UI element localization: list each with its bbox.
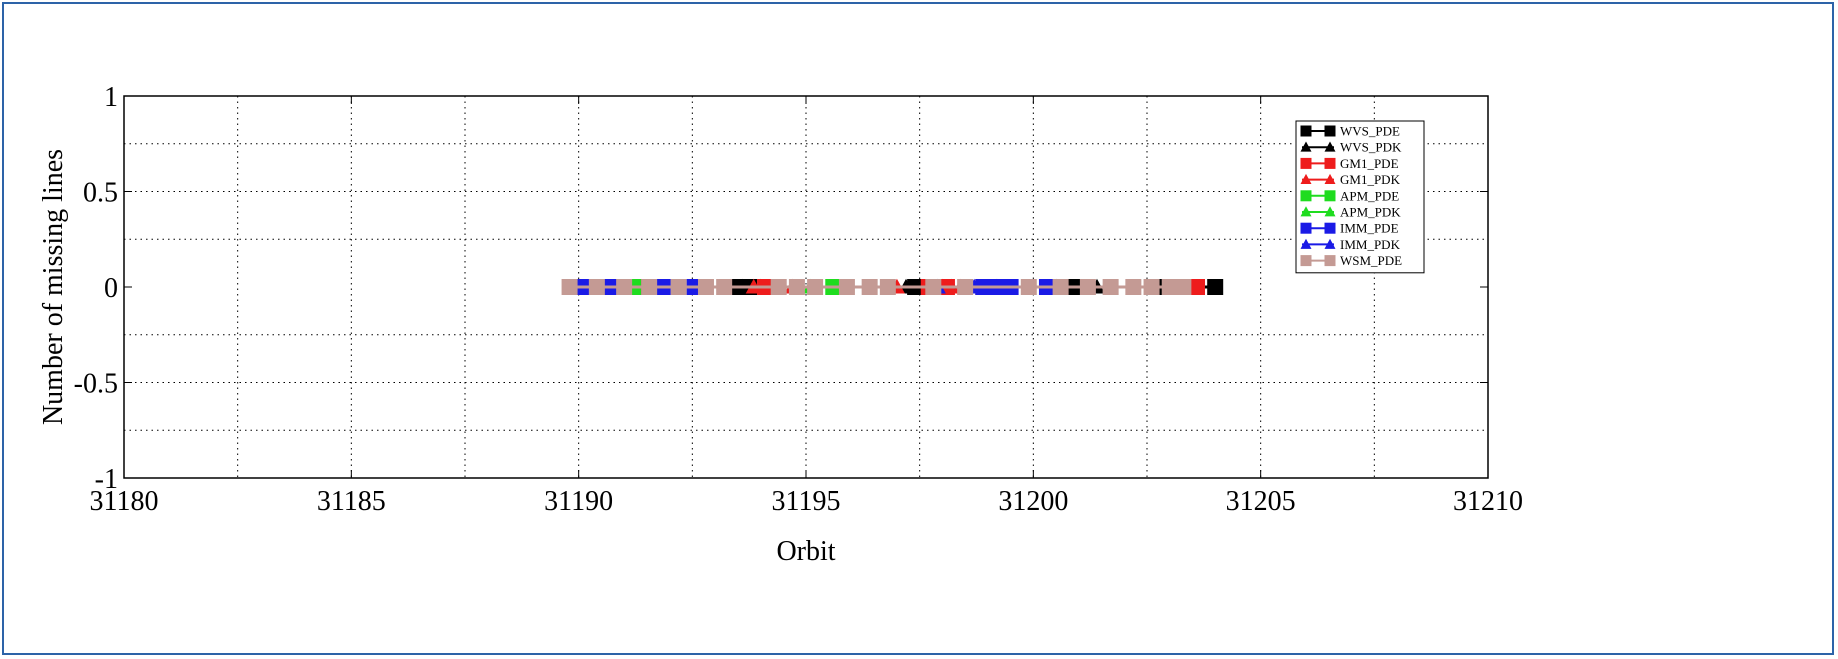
y-tick-label: -0.5: [74, 369, 118, 400]
legend-item: WSM_PDE: [1300, 253, 1402, 268]
legend-marker: [1300, 190, 1312, 202]
x-tick-label: 31210: [1453, 486, 1523, 517]
legend-marker: [1324, 190, 1336, 202]
legend-item: APM_PDK: [1300, 205, 1401, 220]
data-point: [561, 279, 578, 295]
legend-label: APM_PDE: [1340, 188, 1399, 203]
legend-item: WVS_PDK: [1300, 140, 1402, 155]
legend-marker: [1300, 173, 1312, 185]
data-point: [957, 279, 974, 295]
x-tick-label: 31200: [998, 486, 1068, 517]
y-tick-label: 0.5: [83, 178, 118, 209]
data-point: [588, 279, 605, 295]
legend-label: APM_PDK: [1340, 205, 1401, 220]
legend-marker: [1300, 141, 1312, 152]
data-point: [925, 279, 942, 295]
data-point: [1020, 279, 1037, 295]
data-point: [697, 279, 714, 295]
y-tick-label: -1: [95, 464, 118, 495]
legend-label: WVS_PDK: [1340, 140, 1402, 155]
x-tick-label: 31190: [544, 486, 613, 517]
axis-ticks: [123, 95, 1489, 479]
data-point: [807, 279, 824, 295]
grid-lines: [124, 96, 1488, 478]
x-axis-label: Orbit: [776, 536, 835, 567]
data-point: [879, 279, 896, 295]
legend-item: GM1_PDK: [1300, 172, 1401, 187]
data-point: [1189, 279, 1206, 295]
data-point: [1102, 279, 1119, 295]
data-point: [1052, 279, 1069, 295]
x-tick-label: 31195: [772, 486, 841, 517]
data-point: [770, 279, 787, 295]
legend-marker: [1300, 206, 1312, 217]
legend-label: WSM_PDE: [1340, 253, 1402, 268]
data-point: [1161, 279, 1178, 295]
legend-marker: [1300, 222, 1312, 234]
legend-marker: [1324, 238, 1336, 249]
legend-marker: [1324, 255, 1336, 267]
legend-marker: [1324, 173, 1336, 185]
legend-marker: [1324, 141, 1336, 152]
data-point: [616, 279, 633, 295]
legend-marker: [1300, 238, 1312, 249]
data-point: [1207, 279, 1224, 295]
series-wsm-pde: [561, 279, 1192, 295]
legend-marker: [1300, 125, 1312, 137]
legend-label: GM1_PDE: [1340, 156, 1399, 171]
data-point: [788, 279, 805, 295]
data-point: [1079, 279, 1096, 295]
legend-item: IMM_PDK: [1300, 237, 1401, 252]
legend-marker: [1300, 157, 1312, 169]
data-point: [1143, 279, 1160, 295]
data-point: [716, 279, 733, 295]
legend-marker: [1324, 222, 1336, 234]
data-point: [861, 279, 878, 295]
y-tick-labels: 1 0.5 0 -0.5 -1: [74, 82, 118, 495]
data-point: [670, 279, 687, 295]
legend-label: WVS_PDE: [1340, 124, 1400, 139]
legend-label: GM1_PDK: [1340, 172, 1401, 187]
legend-item: IMM_PDE: [1300, 221, 1399, 236]
x-tick-label: 31185: [317, 486, 386, 517]
legend-marker: [1324, 157, 1336, 169]
data-point: [1125, 279, 1142, 295]
y-axis-label: Number of missing lines: [38, 149, 69, 425]
legend-label: IMM_PDE: [1340, 221, 1399, 236]
data-point: [1175, 279, 1192, 295]
legend-marker: [1300, 255, 1312, 267]
y-tick-label: 0: [104, 273, 118, 304]
y-tick-label: 1: [104, 82, 118, 113]
x-tick-labels: 31180 31185 31190 31195 31200 31205 31210: [90, 486, 1523, 517]
x-tick-label: 31205: [1226, 486, 1296, 517]
series-layer: [561, 278, 1224, 295]
legend-item: GM1_PDE: [1300, 156, 1399, 171]
legend-marker: [1324, 206, 1336, 217]
x-tick-label: 31180: [90, 486, 159, 517]
legend-item: APM_PDE: [1300, 188, 1399, 203]
legend-item: WVS_PDE: [1300, 124, 1400, 139]
data-point: [838, 279, 855, 295]
legend-label: IMM_PDK: [1340, 237, 1401, 252]
legend-marker: [1324, 125, 1336, 137]
data-point: [641, 279, 658, 295]
